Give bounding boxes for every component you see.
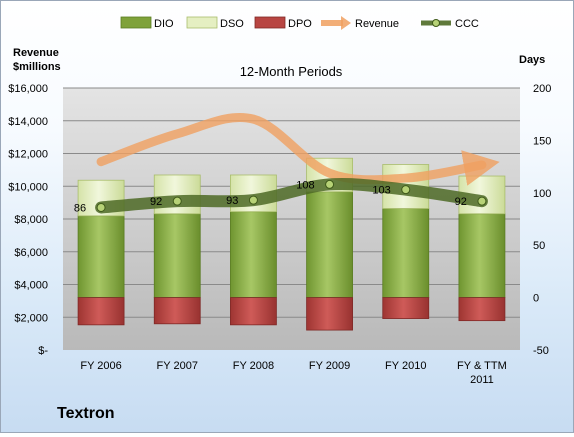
ccc-marker xyxy=(248,195,258,205)
category-label: FY & TTM xyxy=(457,360,507,372)
ccc-data-label: 108 xyxy=(296,179,314,191)
legend-swatch-dpo xyxy=(254,16,286,29)
bar-dio xyxy=(230,211,277,298)
right-tick-label: 50 xyxy=(533,240,545,252)
ccc-data-label: 93 xyxy=(226,195,238,207)
right-tick-label: 0 xyxy=(533,293,539,305)
left-tick-label: $- xyxy=(38,345,48,357)
ccc-marker xyxy=(401,185,411,195)
ccc-line xyxy=(95,178,488,214)
revenue-line xyxy=(96,112,500,186)
bar-dpo xyxy=(458,297,506,322)
legend-marker-ccc xyxy=(432,19,440,27)
bar-dpo xyxy=(77,297,125,326)
bar-dio xyxy=(458,213,506,298)
ccc-data-label: 103 xyxy=(372,185,390,197)
bar-dio xyxy=(77,215,125,299)
left-tick-label: $4,000 xyxy=(14,280,48,292)
ccc-marker xyxy=(325,179,335,189)
category-label-line2: 2011 xyxy=(470,374,494,386)
right-tick-label: 150 xyxy=(533,135,551,147)
left-tick-label: $10,000 xyxy=(8,181,48,193)
left-tick-label: $16,000 xyxy=(8,83,48,95)
left-tick-label: $2,000 xyxy=(14,312,48,324)
legend-label-ccc: CCC xyxy=(455,18,479,30)
right-tick-label: 100 xyxy=(533,188,551,200)
ccc-marker xyxy=(96,202,106,212)
bar-dio xyxy=(153,213,201,298)
bar-dio xyxy=(306,191,353,298)
left-axis-label-line2: $millions xyxy=(13,61,61,73)
legend-label-dso: DSO xyxy=(220,18,244,30)
bar-dio xyxy=(382,208,430,299)
right-tick-label: -50 xyxy=(533,345,549,357)
company-name: Textron xyxy=(57,405,115,422)
bar-dpo xyxy=(382,297,430,319)
chart-title: 12-Month Periods xyxy=(240,64,343,79)
bar-dpo xyxy=(306,297,353,331)
category-label: FY 2006 xyxy=(80,360,121,372)
ccc-marker xyxy=(477,196,487,206)
bar-dpo xyxy=(153,297,201,325)
bar-dpo xyxy=(230,297,277,326)
ccc-data-label: 86 xyxy=(74,202,86,214)
ccc-data-label: 92 xyxy=(150,196,162,208)
right-tick-label: 200 xyxy=(533,83,551,95)
legend-swatch-dso xyxy=(186,16,218,29)
right-axis-label: Days xyxy=(519,54,545,66)
legend-label-dio: DIO xyxy=(154,18,174,30)
legend-arrow-icon xyxy=(341,16,351,30)
left-axis-label-line1: Revenue xyxy=(13,47,59,59)
left-tick-label: $14,000 xyxy=(8,116,48,128)
left-tick-label: $8,000 xyxy=(14,214,48,226)
category-label: FY 2010 xyxy=(385,360,426,372)
left-tick-label: $6,000 xyxy=(14,247,48,259)
legend-label-dpo: DPO xyxy=(288,18,312,30)
left-tick-label: $12,000 xyxy=(8,149,48,161)
legend-label-revenue: Revenue xyxy=(355,18,399,30)
category-label: FY 2007 xyxy=(157,360,198,372)
category-label: FY 2008 xyxy=(233,360,274,372)
ccc-marker xyxy=(172,196,182,206)
category-label: FY 2009 xyxy=(309,360,350,372)
ccc-data-label: 92 xyxy=(455,196,467,208)
legend-swatch-dio xyxy=(120,16,152,29)
